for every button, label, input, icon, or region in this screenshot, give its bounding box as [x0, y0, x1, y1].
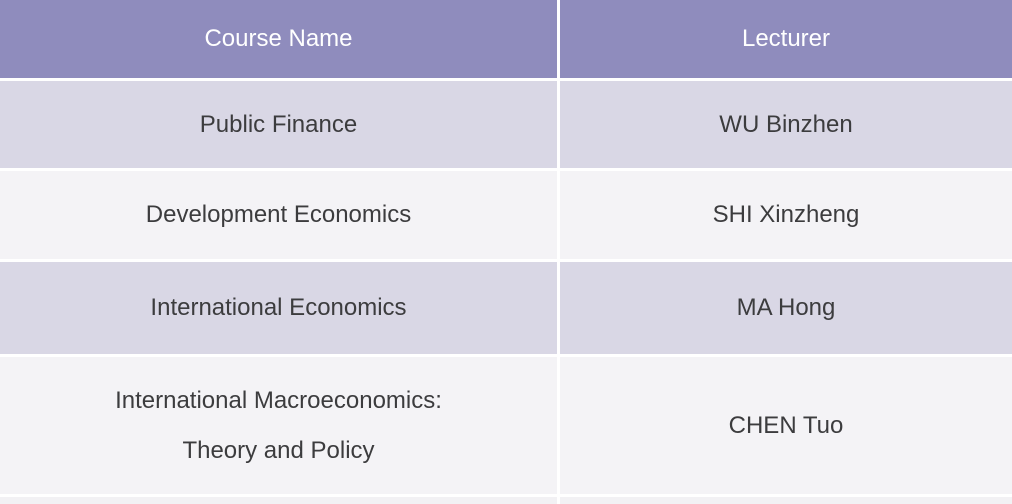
course-cell: International Economics	[0, 262, 557, 354]
lecturer-cell: SHI Xinzheng	[560, 171, 1012, 259]
course-cell: International Macroeconomics: Theory and…	[0, 357, 557, 494]
column-header-lecturer: Lecturer	[560, 0, 1012, 78]
lecturer-cell: CHEN Tuo	[560, 357, 1012, 494]
lecturer-cell: MA Hong	[560, 262, 1012, 354]
partial-next-row-course-cell	[0, 497, 557, 504]
partial-next-row-lecturer-cell	[560, 497, 1012, 504]
column-header-course-name: Course Name	[0, 0, 557, 78]
course-cell: Development Economics	[0, 171, 557, 259]
course-cell: Public Finance	[0, 81, 557, 168]
lecturer-cell: WU Binzhen	[560, 81, 1012, 168]
